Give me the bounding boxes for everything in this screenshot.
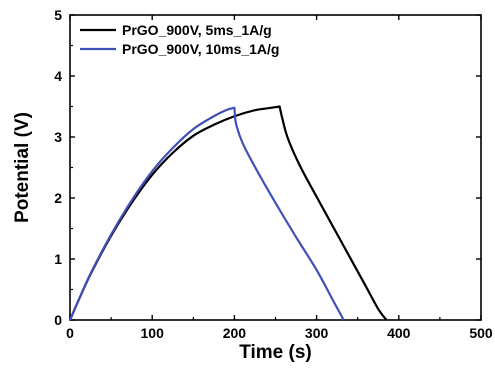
x-tick-label: 200 [223, 325, 247, 341]
legend: PrGO_900V, 5ms_1A/g PrGO_900V, 10ms_1A/g [80, 22, 279, 57]
axes-layer: 0 100 200 300 400 500 0 1 2 3 4 5 [54, 7, 493, 341]
x-tick-label: 400 [387, 325, 411, 341]
x-axis-title: Time (s) [239, 342, 312, 363]
y-tick-label: 1 [54, 251, 62, 267]
plot-frame [69, 14, 482, 321]
y-axis-title: Potential (V) [12, 112, 33, 223]
legend-label-2: PrGO_900V, 10ms_1A/g [122, 41, 279, 57]
x-tick-label: 100 [141, 325, 165, 341]
y-tick-label: 4 [54, 68, 62, 84]
y-tick-label: 2 [54, 190, 62, 206]
series-line-2 [68, 106, 345, 321]
series-line-1 [68, 105, 388, 321]
x-tick-label: 0 [66, 325, 74, 341]
y-tick-label: 3 [54, 129, 62, 145]
y-tick-label: 5 [54, 7, 62, 23]
series-layer [68, 105, 388, 321]
x-tick-label: 300 [305, 325, 329, 341]
x-tick-label: 500 [469, 325, 493, 341]
legend-label-1: PrGO_900V, 5ms_1A/g [122, 22, 272, 38]
y-tick-label: 0 [54, 312, 62, 328]
